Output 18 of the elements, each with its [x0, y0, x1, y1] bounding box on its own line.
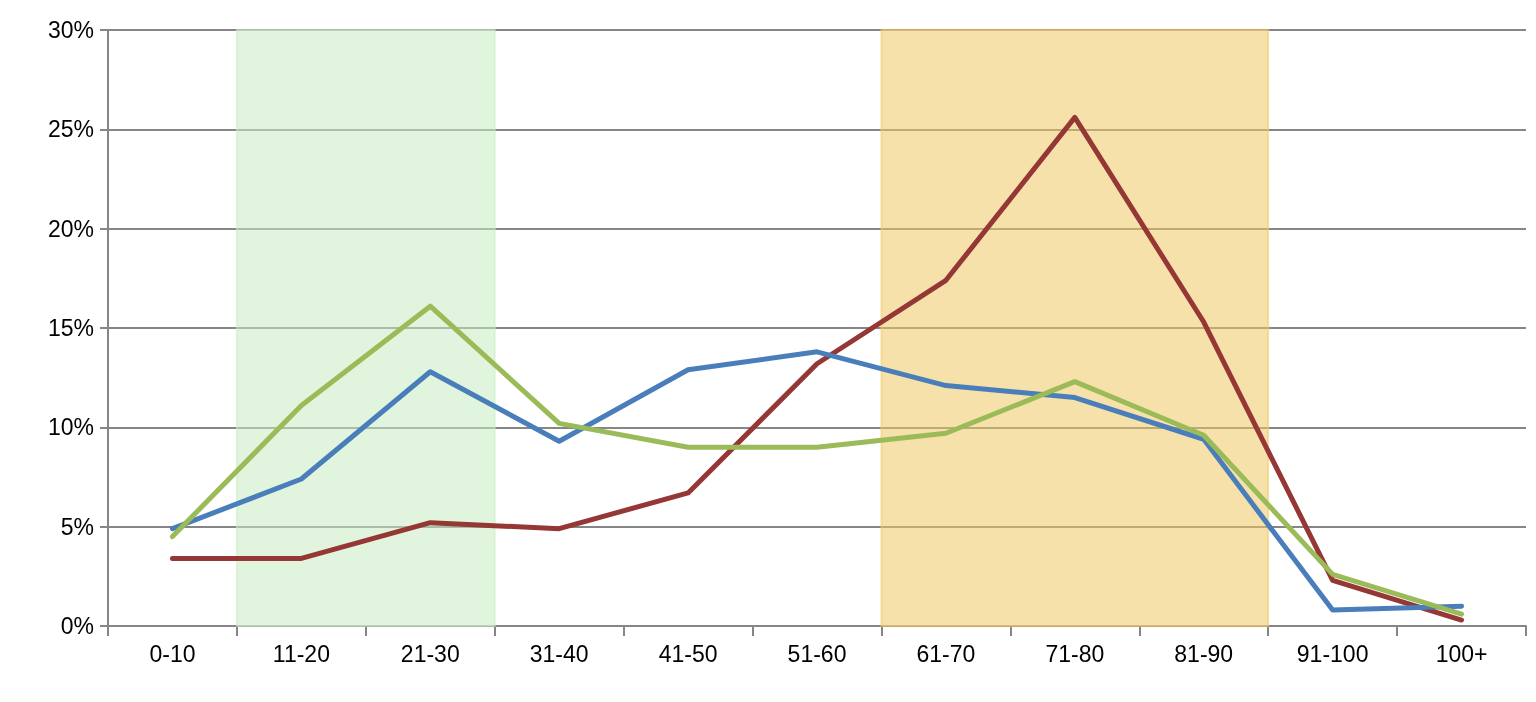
y-tick-label: 25% [47, 116, 94, 143]
x-tick-label: 41-50 [658, 640, 718, 667]
x-tick-label: 100+ [1435, 640, 1488, 667]
x-tick-label: 61-70 [916, 640, 976, 667]
y-tick-label: 0% [60, 613, 94, 639]
x-tick-label: 21-30 [400, 640, 460, 667]
x-tick-label: 0-10 [149, 640, 196, 667]
x-tick-label: 71-80 [1045, 640, 1105, 667]
y-tick-label: 15% [47, 315, 94, 341]
y-tick-label: 30% [47, 17, 94, 43]
x-tick-label: 51-60 [787, 640, 847, 667]
x-tick-label: 91-100 [1296, 640, 1369, 667]
y-tick-label: 5% [60, 513, 94, 540]
y-tick-label: 20% [47, 215, 94, 242]
x-tick-label: 81-90 [1174, 640, 1234, 667]
y-tick-label: 10% [47, 414, 94, 441]
x-tick-label: 31-40 [529, 640, 589, 667]
x-tick-label: 11-20 [272, 640, 330, 667]
